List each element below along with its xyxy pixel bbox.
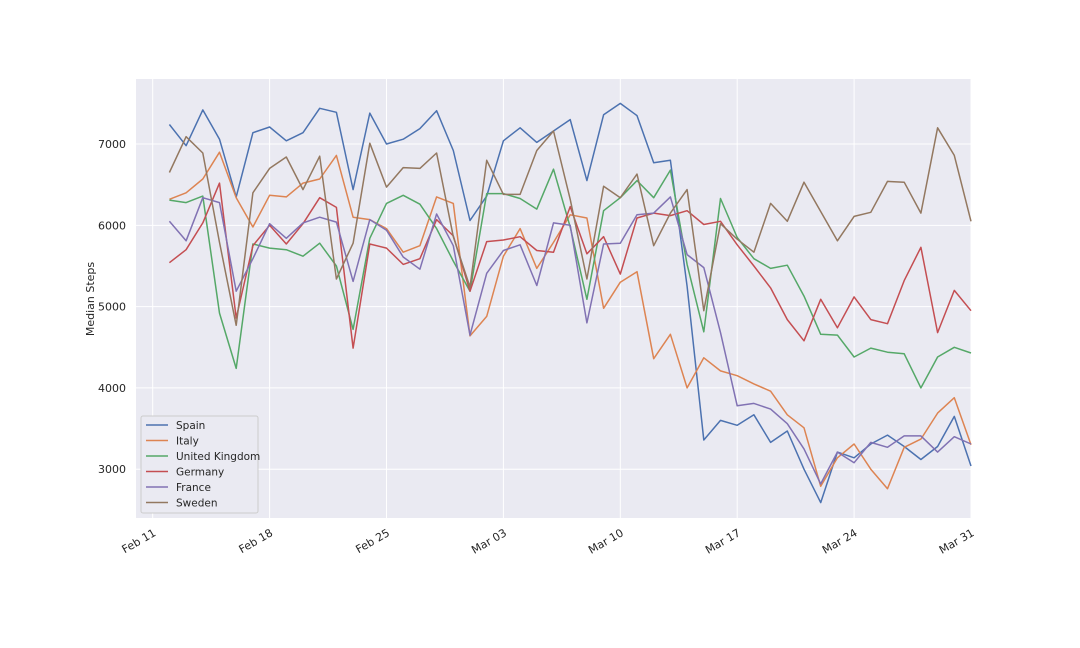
legend: Spain Italy United Kingdom Germany France Swe… bbox=[140, 415, 260, 514]
x-tick-label: Feb 18 bbox=[237, 526, 276, 556]
x-tick-label: Mar 10 bbox=[586, 526, 626, 556]
legend-label: Spain bbox=[176, 420, 205, 432]
x-axis-ticks: Feb 11 Feb 18 Feb 25 Mar 03 Mar 10 Mar 17 Mar … bbox=[120, 526, 977, 556]
x-tick-label: Feb 25 bbox=[353, 526, 392, 556]
y-tick-label: 5000 bbox=[98, 301, 126, 314]
plot-background bbox=[136, 79, 971, 518]
x-tick-label: Mar 24 bbox=[820, 526, 860, 556]
legend-box bbox=[140, 415, 259, 514]
legend-label: Italy bbox=[176, 436, 199, 448]
y-tick-label: 7000 bbox=[98, 138, 126, 151]
series-line-italy bbox=[169, 151, 972, 490]
series-line-sweden bbox=[168, 127, 972, 327]
x-tick-label: Mar 17 bbox=[703, 526, 743, 556]
x-tick-label: Feb 11 bbox=[120, 526, 159, 556]
series-lines bbox=[168, 102, 972, 504]
y-tick-label: 3000 bbox=[98, 463, 126, 476]
grid-lines bbox=[136, 79, 972, 518]
y-tick-label: 4000 bbox=[98, 382, 126, 395]
legend-label: Germany bbox=[176, 467, 224, 479]
legend-label: Sweden bbox=[176, 498, 218, 510]
legend-label: France bbox=[176, 482, 211, 494]
y-axis-label: Median Steps bbox=[84, 262, 97, 337]
y-tick-label: 6000 bbox=[98, 219, 126, 232]
y-axis-ticks: 3000 4000 5000 6000 7000 bbox=[98, 138, 126, 476]
legend-label: United Kingdom bbox=[176, 451, 260, 463]
series-line-france bbox=[168, 196, 972, 485]
x-tick-label: Mar 31 bbox=[937, 526, 977, 556]
x-tick-label: Mar 03 bbox=[469, 526, 509, 556]
